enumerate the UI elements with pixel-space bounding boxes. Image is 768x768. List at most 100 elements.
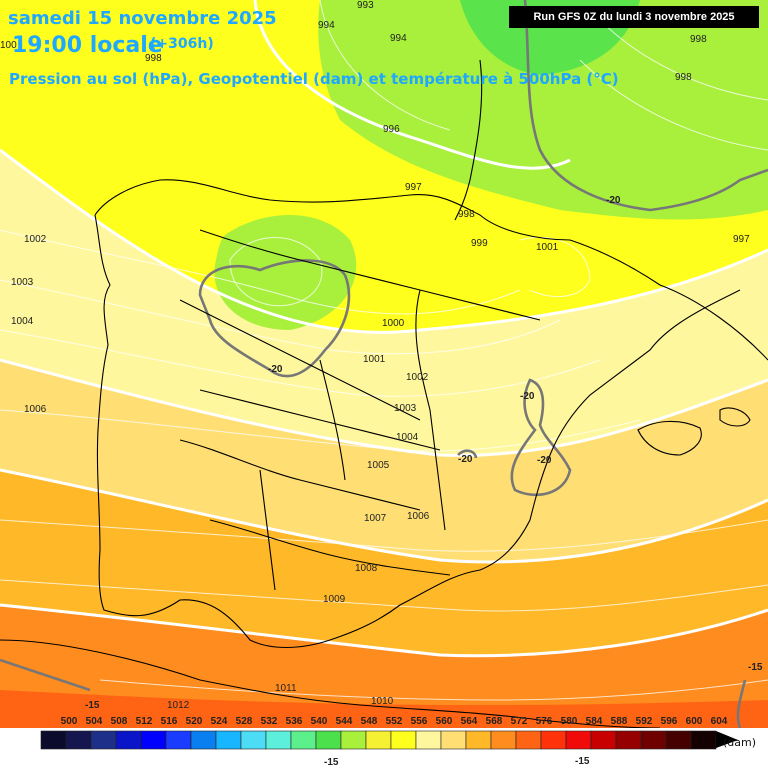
pressure-label: 994 xyxy=(318,20,335,31)
pressure-label: 1007 xyxy=(364,513,387,524)
legend-label: 560 xyxy=(436,716,453,727)
temperature-labels: -20 -20 -20 -20 -20 -15 -15 -15 -15 xyxy=(85,195,763,768)
coastlines-borders xyxy=(0,59,768,728)
geopotential-bands xyxy=(0,0,768,728)
legend-label: 516 xyxy=(161,716,178,727)
pressure-label: 100 xyxy=(0,40,17,51)
temperature-label: -20 xyxy=(458,454,473,465)
legend-label: 532 xyxy=(261,716,278,727)
pressure-label: 1011 xyxy=(275,683,297,694)
legend-swatch xyxy=(190,730,217,750)
pressure-label: 993 xyxy=(357,0,374,11)
pressure-label: 1003 xyxy=(11,277,34,288)
temperature-label: -15 xyxy=(85,700,100,711)
legend-label: 584 xyxy=(586,716,603,727)
legend-swatch xyxy=(490,730,517,750)
legend-label: 500 xyxy=(61,716,78,727)
pressure-label: 1010 xyxy=(371,696,394,707)
legend-label: 592 xyxy=(636,716,653,727)
pressure-label: 998 xyxy=(458,209,475,220)
pressure-labels: 993 994 994 998 998 998 996 997 998 999 … xyxy=(0,0,750,711)
temperature-isotherms xyxy=(0,0,768,728)
pressure-label: 998 xyxy=(145,53,162,64)
legend-swatch xyxy=(515,730,542,750)
pressure-label: 1002 xyxy=(24,234,47,245)
forecast-time: 19:00 locale xyxy=(12,33,163,58)
legend-swatch xyxy=(90,730,117,750)
forecast-offset: (+306h) xyxy=(150,36,214,52)
band-548-552-north xyxy=(318,0,768,220)
legend-label: 536 xyxy=(286,716,303,727)
pressure-label: 996 xyxy=(383,124,400,135)
legend-swatch xyxy=(540,730,567,750)
color-legend: 500 504 508 512 516 520 524 528 532 536 540 544 548 5… xyxy=(40,716,738,750)
legend-swatch xyxy=(465,730,492,750)
temperature-label: -20 xyxy=(520,391,535,402)
legend-swatch xyxy=(290,730,317,750)
pressure-label: 1001 xyxy=(363,354,386,365)
legend-label: 504 xyxy=(86,716,103,727)
forecast-date: samedi 15 novembre 2025 xyxy=(8,8,277,29)
triangle-right-icon xyxy=(716,731,738,748)
legend-swatch xyxy=(140,730,167,750)
pressure-label: 1009 xyxy=(323,594,346,605)
legend-label: 508 xyxy=(111,716,128,727)
legend-label: 540 xyxy=(311,716,328,727)
pressure-label: 1008 xyxy=(355,563,378,574)
legend-label: 588 xyxy=(611,716,628,727)
pressure-label: 1004 xyxy=(396,432,419,443)
legend-label: 568 xyxy=(486,716,503,727)
pressure-label: 1006 xyxy=(24,404,47,415)
legend-swatch xyxy=(340,730,367,750)
legend-swatch xyxy=(590,730,617,750)
temperature-label: -20 xyxy=(537,455,552,466)
pressure-label: 1004 xyxy=(11,316,34,327)
band-548-552-west xyxy=(214,215,357,330)
copyright-text: Copyright 2025 Meteociel.fr xyxy=(345,752,519,765)
legend-label: 512 xyxy=(136,716,153,727)
legend-swatch xyxy=(65,730,92,750)
legend-label: 524 xyxy=(211,716,228,727)
pressure-label: 998 xyxy=(690,34,707,45)
legend-unit: (dam) xyxy=(723,736,757,749)
temperature-label: -20 xyxy=(606,195,621,206)
pressure-label: 997 xyxy=(405,182,422,193)
temperature-label: -15 xyxy=(324,757,339,768)
legend-label: 520 xyxy=(186,716,203,727)
pressure-label: 994 xyxy=(390,33,407,44)
legend-swatch xyxy=(390,730,417,750)
legend-label: 528 xyxy=(236,716,253,727)
band-572-576 xyxy=(0,690,768,728)
legend-swatch xyxy=(665,730,692,750)
legend-label: 604 xyxy=(711,716,728,727)
legend-swatch xyxy=(640,730,667,750)
pressure-label: 997 xyxy=(733,234,750,245)
legend-swatch xyxy=(265,730,292,750)
pressure-label: 1005 xyxy=(367,460,390,471)
legend-label: 572 xyxy=(511,716,528,727)
legend-label: 596 xyxy=(661,716,678,727)
map-subtitle: Pression au sol (hPa), Geopotentiel (dam… xyxy=(9,70,619,88)
legend-swatch xyxy=(315,730,342,750)
legend-swatch xyxy=(440,730,467,750)
legend-swatch xyxy=(240,730,267,750)
legend-swatch xyxy=(415,730,442,750)
legend-swatch xyxy=(365,730,392,750)
legend-label: 556 xyxy=(411,716,428,727)
temperature-label: -20 xyxy=(268,364,283,375)
legend-swatch xyxy=(115,730,142,750)
legend-label: 580 xyxy=(561,716,578,727)
legend-label: 552 xyxy=(386,716,403,727)
legend-label: 548 xyxy=(361,716,378,727)
legend-swatch xyxy=(615,730,642,750)
legend-swatch xyxy=(215,730,242,750)
legend-swatch xyxy=(40,730,67,750)
pressure-label: 999 xyxy=(471,238,488,249)
legend-swatches xyxy=(40,730,717,750)
pressure-label: 1006 xyxy=(407,511,430,522)
pressure-isobars xyxy=(0,0,768,701)
pressure-label: 1002 xyxy=(406,372,429,383)
run-info-banner: Run GFS 0Z du lundi 3 novembre 2025 xyxy=(509,6,759,28)
legend-label: 564 xyxy=(461,716,478,727)
